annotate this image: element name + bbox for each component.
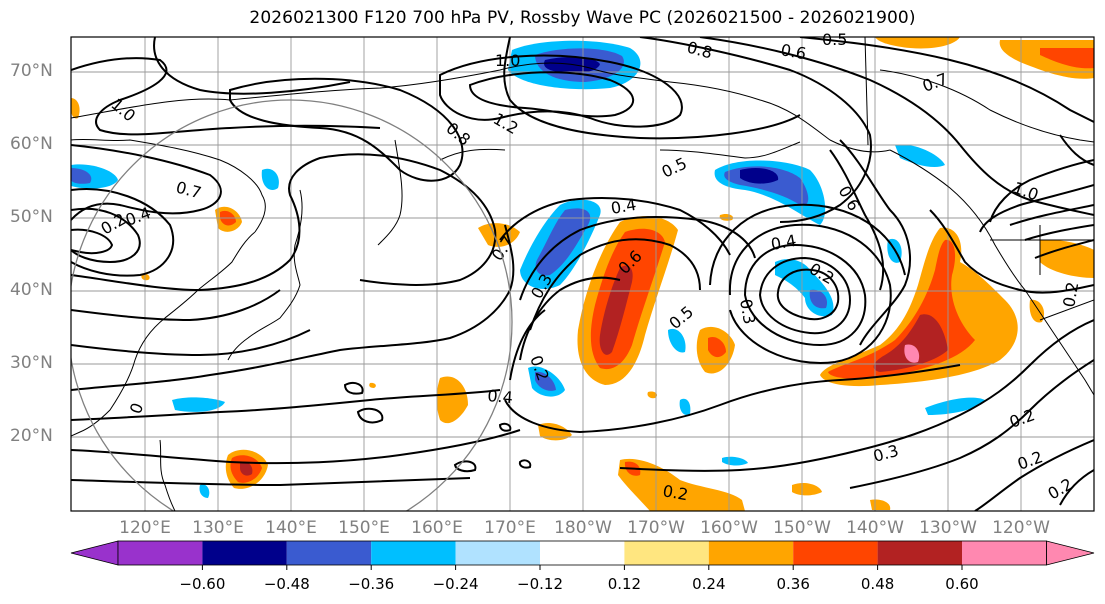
contour-label: 0: [126, 400, 147, 416]
lon-label: 180°W: [554, 518, 612, 538]
colorbar-label: 0.60: [945, 575, 979, 593]
colorbar-label: −0.36: [348, 575, 395, 593]
colorbar-swatch: [286, 541, 372, 565]
lon-label: 150°E: [338, 518, 390, 538]
map-title: 2026021300 F120 700 hPa PV, Rossby Wave …: [249, 8, 916, 28]
contour-label: 1.0: [495, 51, 520, 70]
colorbar-label: −0.48: [263, 575, 310, 593]
contour-label: 0.4: [487, 386, 514, 407]
contour-label: 1.0: [107, 95, 139, 126]
colorbar-label: 0.48: [860, 575, 895, 593]
coastlines: [71, 37, 1094, 511]
contour-label: 0.4: [609, 195, 637, 218]
contour-label: 0.2: [661, 481, 689, 504]
lat-label: 40°N: [10, 280, 53, 300]
pv-contours: [71, 37, 1094, 511]
contour-label: 0.7: [920, 69, 950, 96]
lon-label: 170°W: [627, 518, 685, 538]
gridlines: [71, 37, 1094, 511]
reference-circle: [71, 99, 513, 511]
contour-label: 0.2: [1059, 280, 1082, 308]
colorbar-label: 0.12: [607, 575, 642, 593]
contour-label: 0.3: [871, 441, 901, 466]
lon-label: 120°W: [992, 518, 1050, 538]
colorbar-swatch: [793, 541, 878, 565]
colorbar-label: 0.36: [776, 575, 810, 593]
map-frame: [70, 36, 1095, 512]
colorbar-extend-high: [1046, 540, 1095, 566]
colorbar: [70, 540, 1095, 570]
lon-label: 160°E: [411, 518, 463, 538]
contour-label: 0.5: [665, 302, 697, 333]
lat-label: 70°N: [10, 61, 53, 81]
contour-label: 0.3: [736, 297, 759, 325]
colorbar-swatch: [540, 541, 625, 565]
colorbar-label: −0.60: [179, 575, 226, 593]
lon-label: 130°W: [919, 518, 977, 538]
lon-label: 130°E: [192, 518, 244, 538]
colorbar-label: 0.24: [692, 575, 726, 593]
lon-label: 160°W: [700, 518, 758, 538]
colorbar-swatch: [371, 541, 456, 565]
colorbar-label: −0.24: [432, 575, 479, 593]
contour-label: 0.5: [659, 154, 690, 182]
contour-label: 0.6: [779, 40, 807, 63]
contour-label: 0.4: [769, 231, 797, 254]
colorbar-swatch: [708, 541, 794, 565]
lon-label: 140°E: [265, 518, 317, 538]
lat-label: 20°N: [10, 426, 53, 446]
colorbar-swatch: [962, 541, 1047, 565]
lon-label: 140°W: [846, 518, 904, 538]
lat-label: 60°N: [10, 134, 53, 154]
anomaly-shading: [71, 37, 1094, 511]
lon-label: 170°E: [484, 518, 536, 538]
contour-label: 0.7: [174, 178, 204, 203]
contour-label: 0.2: [1045, 474, 1077, 503]
lon-label: 150°W: [773, 518, 831, 538]
colorbar-extend-low: [70, 540, 119, 566]
colorbar-swatch: [455, 541, 540, 565]
contour-label: 0.8: [685, 38, 715, 63]
colorbar-swatch: [202, 541, 287, 565]
colorbar-frame: [117, 540, 1047, 566]
lat-label: 50°N: [10, 207, 53, 227]
colorbar-swatch: [624, 541, 709, 565]
colorbar-swatch: [877, 541, 962, 565]
contour-label: 0.2: [1007, 405, 1037, 432]
contour-label: 0.5: [822, 30, 847, 49]
contour-label: 0.2: [1015, 447, 1045, 474]
lon-label: 120°E: [119, 518, 171, 538]
colorbar-swatch: [118, 541, 203, 565]
lat-label: 30°N: [10, 353, 53, 373]
colorbar-label: −0.12: [517, 575, 563, 593]
